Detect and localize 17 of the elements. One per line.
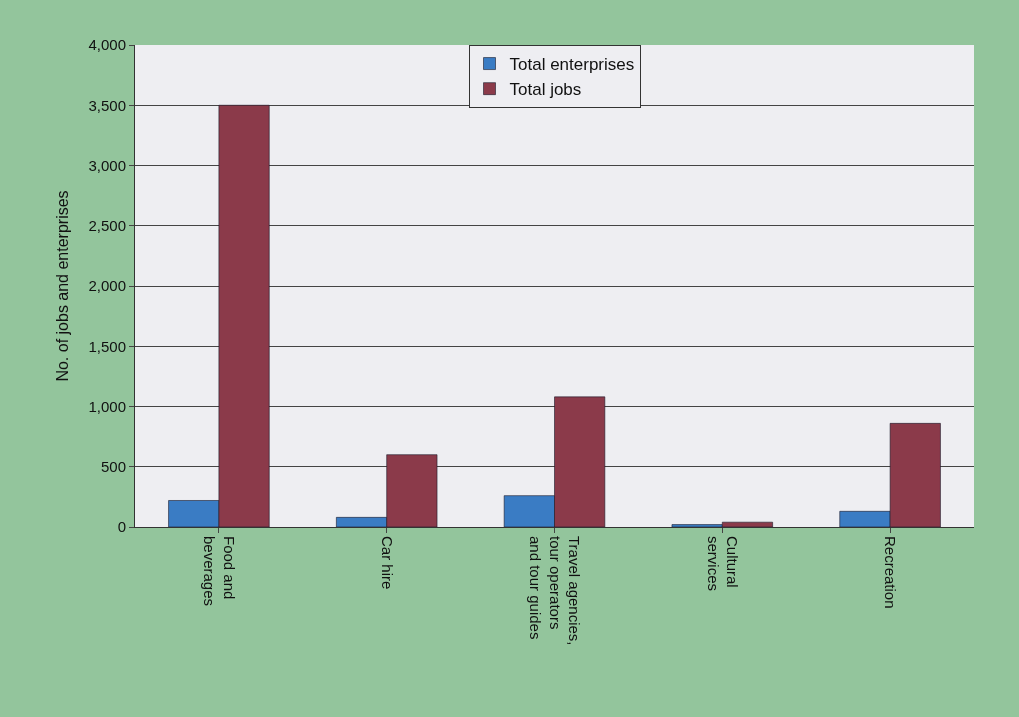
x-tick-label: Recreation xyxy=(882,536,900,609)
y-axis-title: No. of jobs and enterprises xyxy=(54,190,72,382)
y-tick-label: 3,000 xyxy=(88,156,126,174)
y-tick-label: 3,500 xyxy=(88,96,126,114)
y-tick-label: 2,500 xyxy=(88,217,126,234)
x-tick-label: Travel agencies, tour operators and tour guides xyxy=(527,536,584,646)
legend-label: Total jobs xyxy=(509,80,582,100)
y-tick-label: 4,000 xyxy=(88,36,126,54)
y-tick-label: 1,500 xyxy=(88,337,126,355)
y-tick-label: 2,000 xyxy=(88,277,126,295)
x-tick-label: Cultural services xyxy=(704,536,742,592)
y-tick-label: 500 xyxy=(100,458,126,475)
y-tick-label: 1,000 xyxy=(88,397,126,415)
x-tick-label: Food and beverages xyxy=(201,536,238,607)
y-tick-label: 0 xyxy=(117,518,126,536)
legend-label: Total enterprises xyxy=(509,55,635,75)
x-tick-label: Car hire xyxy=(378,536,396,590)
